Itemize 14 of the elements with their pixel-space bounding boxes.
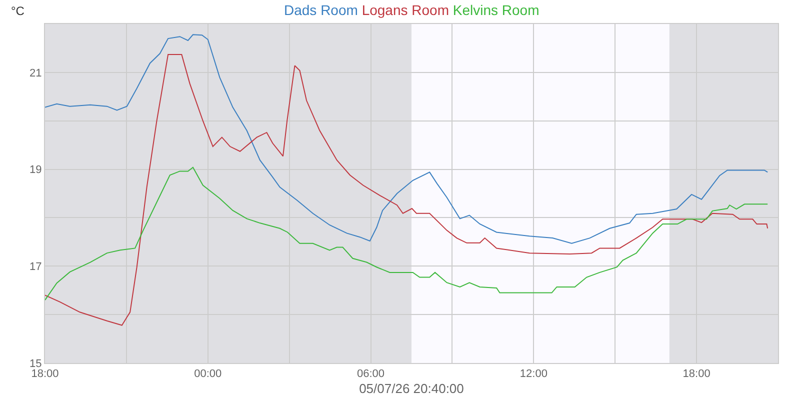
- x-tick-label: 00:00: [194, 368, 222, 380]
- y-tick-label: 15: [30, 358, 42, 370]
- x-tick-label: 18:00: [682, 368, 710, 380]
- text: Kelvins Room: [452, 2, 540, 18]
- y-tick-label: 17: [30, 260, 42, 273]
- y-tick-label: 19: [30, 164, 42, 176]
- text: Logans Room: [362, 2, 449, 18]
- y-tick-label: 21: [30, 67, 42, 80]
- x-tick-label: 06:00: [357, 368, 385, 380]
- x-axis-title: 05/07/26 20:40:00: [359, 380, 464, 396]
- x-tick-label: 18:00: [31, 368, 59, 380]
- x-tick-label: 12:00: [520, 368, 548, 380]
- text: Dads Room: [284, 2, 358, 18]
- y-axis-title: °C: [11, 4, 25, 18]
